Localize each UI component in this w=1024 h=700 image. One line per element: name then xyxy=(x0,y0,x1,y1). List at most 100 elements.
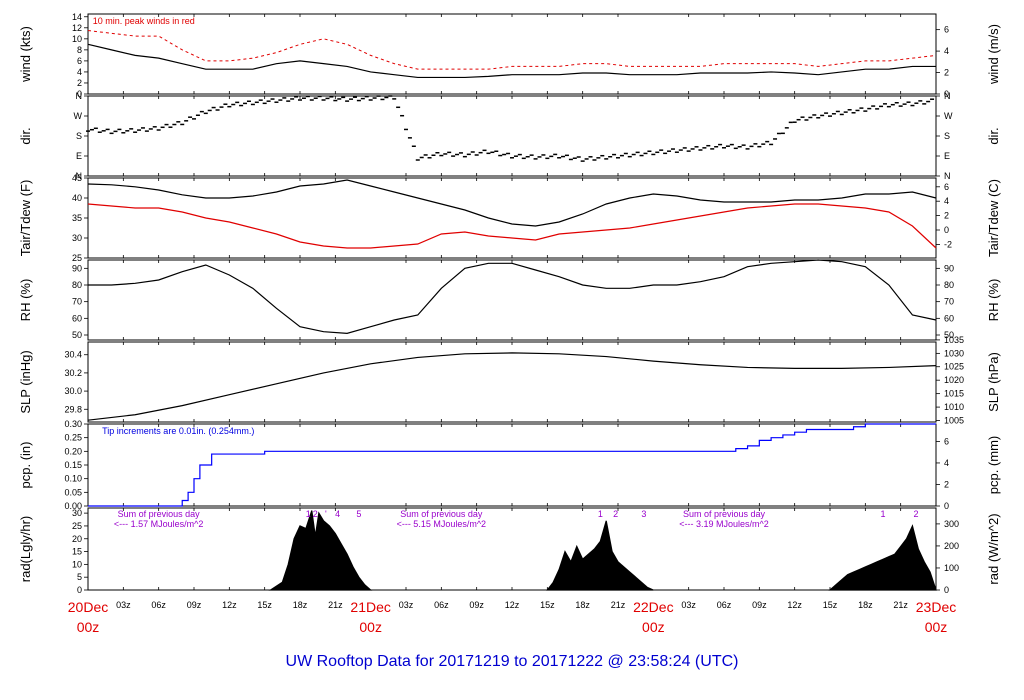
y-tick-label-left: S xyxy=(76,131,82,141)
x-tick-label: 18z xyxy=(858,600,873,610)
x-tick-label: 03z xyxy=(399,600,414,610)
chart-title: UW Rooftop Data for 20171219 to 20171222… xyxy=(286,653,739,670)
y-tick-label-right: 1005 xyxy=(944,415,964,425)
y-tick-label-left: 8 xyxy=(77,45,82,55)
y-tick-label-left: N xyxy=(76,171,83,181)
y-tick-label-right: 60 xyxy=(944,313,954,323)
radiation-sum-label: Sum of previous day xyxy=(683,509,766,519)
y-tick-label-right: 0 xyxy=(944,501,949,511)
x-tick-label: 15z xyxy=(257,600,272,610)
x-tick-label: 03z xyxy=(681,600,696,610)
y-tick-label-right: 4 xyxy=(944,458,949,468)
y-axis-label-right: dir. xyxy=(986,127,1001,144)
x-tick-label: 03z xyxy=(116,600,131,610)
y-tick-label-left: 29.8 xyxy=(64,404,82,414)
series-solar-radiation xyxy=(268,510,937,591)
panel-pcp: 0.00 0.05 0.10 0.15 0.20 0.25 0.30 0 2 4 6 pcp. (in… xyxy=(18,419,1001,511)
panel-annotation: Tip increments are 0.01in. (0.254mm.) xyxy=(102,426,254,436)
y-axis-label-left: pcp. (in) xyxy=(18,442,33,489)
day-label-date: 22Dec xyxy=(633,599,673,615)
radiation-event-mark: 2 xyxy=(613,509,618,519)
y-tick-label-right: 300 xyxy=(944,519,959,529)
y-tick-label-left: 0.30 xyxy=(64,419,82,429)
y-tick-label-left: 0.15 xyxy=(64,460,82,470)
y-tick-label-left: 0.20 xyxy=(64,446,82,456)
radiation-event-mark: 2 xyxy=(313,509,318,519)
y-tick-label-right: 2 xyxy=(944,479,949,489)
y-tick-label-right: 2 xyxy=(944,211,949,221)
y-tick-label-left: 2 xyxy=(77,78,82,88)
y-tick-label-left: 14 xyxy=(72,12,82,22)
y-tick-label-left: 25 xyxy=(72,521,82,531)
y-tick-label-left: 30 xyxy=(72,508,82,518)
y-tick-label-right: N xyxy=(944,91,951,101)
series-wind-speed xyxy=(87,43,936,79)
y-axis-label-right: Tair/Tdew (C) xyxy=(986,179,1001,257)
series-precip xyxy=(88,423,936,507)
panel-temp: 25 30 35 40 45 -2 0 2 4 6 Tair/Tdew (F) Tair/Tdew (… xyxy=(18,173,1001,263)
day-label-date: 21Dec xyxy=(350,599,390,615)
y-tick-label-left: 0 xyxy=(77,585,82,595)
y-tick-label-right: 50 xyxy=(944,330,954,340)
day-label-time: 00z xyxy=(359,619,382,635)
y-tick-label-right: 1015 xyxy=(944,389,964,399)
day-label-time: 00z xyxy=(642,619,665,635)
x-tick-label: 15z xyxy=(540,600,555,610)
radiation-event-mark: 1 xyxy=(598,509,603,519)
y-tick-label-right: 1030 xyxy=(944,348,964,358)
y-axis-label-left: Tair/Tdew (F) xyxy=(18,180,33,257)
y-axis-label-left: SLP (inHg) xyxy=(18,350,33,413)
y-tick-label-left: 5 xyxy=(77,572,82,582)
y-tick-label-right: 1025 xyxy=(944,362,964,372)
x-tick-label: 12z xyxy=(505,600,520,610)
y-tick-label-right: 0 xyxy=(944,585,949,595)
y-tick-label-right: 100 xyxy=(944,563,959,573)
y-tick-label-right: 1035 xyxy=(944,335,964,345)
y-axis-label-left: rad(Lgly/hr) xyxy=(18,516,33,582)
y-tick-label-left: 15 xyxy=(72,547,82,557)
panel-slp: 29.8 30.0 30.2 30.4 1005 1010 1015 1020 1025 1030… xyxy=(18,335,1001,426)
radiation-event-mark: 5 xyxy=(356,509,361,519)
y-axis-label-right: rad (W/m^2) xyxy=(986,513,1001,584)
x-tick-label: 09z xyxy=(187,600,202,610)
y-tick-label-left: 30.4 xyxy=(64,350,82,360)
radiation-sum-value: <--- 3.19 MJoules/m^2 xyxy=(679,519,769,529)
radiation-event-mark: 1 xyxy=(306,509,311,519)
x-tick-label: 12z xyxy=(222,600,237,610)
radiation-sum-label: Sum of previous day xyxy=(118,509,201,519)
y-tick-label-left: 60 xyxy=(72,313,82,323)
panel-frame xyxy=(87,177,937,259)
y-tick-label-right: W xyxy=(944,111,953,121)
radiation-event-mark: 4 xyxy=(335,509,340,519)
y-tick-label-right: 200 xyxy=(944,541,959,551)
radiation-event-mark: ' xyxy=(325,509,327,519)
y-tick-label-right: 80 xyxy=(944,280,954,290)
x-tick-label: 21z xyxy=(611,600,626,610)
series-SLP xyxy=(87,352,937,421)
y-tick-label-left: 40 xyxy=(72,193,82,203)
x-tick-label: 18z xyxy=(575,600,590,610)
y-tick-label-right: 0 xyxy=(944,89,949,99)
y-tick-label-right: 6 xyxy=(944,25,949,35)
radiation-event-mark: 3 xyxy=(641,509,646,519)
x-tick-label: 06z xyxy=(434,600,449,610)
y-tick-label-right: E xyxy=(944,151,950,161)
y-axis-label-right: wind (m/s) xyxy=(986,24,1001,85)
y-tick-label-left: 30.2 xyxy=(64,368,82,378)
day-label-time: 00z xyxy=(925,619,948,635)
y-axis-label-left: dir. xyxy=(18,127,33,144)
panel-frame xyxy=(87,259,937,341)
y-tick-label-right: 1010 xyxy=(944,402,964,412)
y-tick-label-right: 70 xyxy=(944,297,954,307)
x-tick-label: 15z xyxy=(823,600,838,610)
panel-annotation: 10 min. peak winds in red xyxy=(93,16,195,26)
y-axis-label-left: wind (kts) xyxy=(18,26,33,83)
day-label-time: 00z xyxy=(77,619,100,635)
series-10-min-peak xyxy=(87,30,937,70)
y-tick-label-left: 90 xyxy=(72,263,82,273)
panel-frame xyxy=(87,423,937,507)
